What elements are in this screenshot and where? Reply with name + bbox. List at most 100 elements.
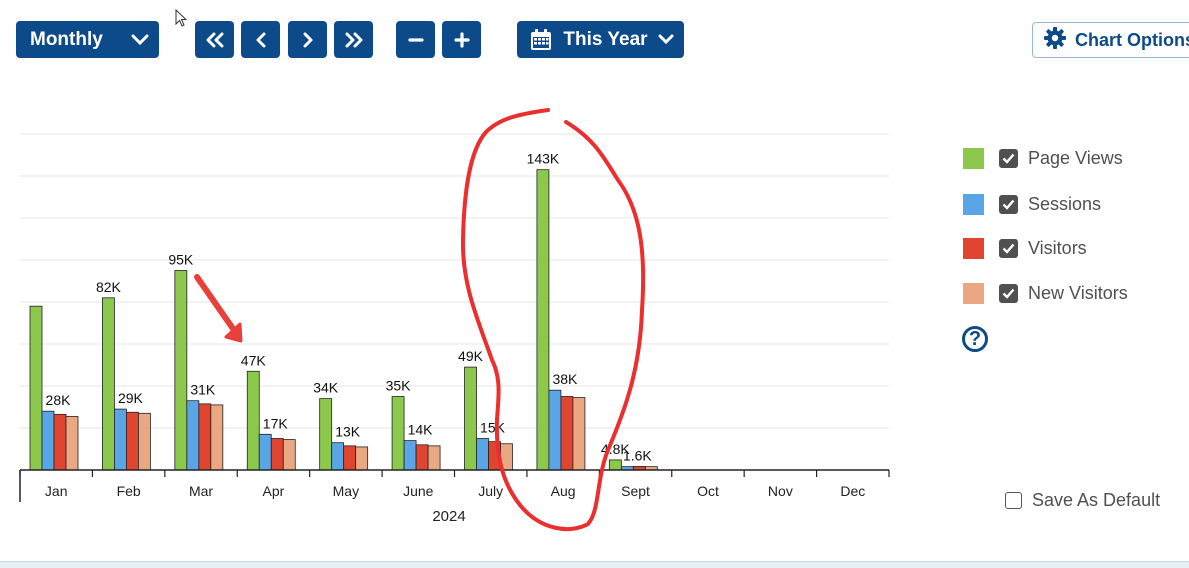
annotation-freehand-circle: [460, 108, 646, 532]
x-axis-title: 2024: [432, 508, 465, 525]
chevron-right-icon: [302, 32, 314, 48]
bar-visitors-jan[interactable]: [53, 413, 67, 471]
bar-sessions-july[interactable]: [476, 438, 489, 471]
annotation-arrow: [194, 274, 243, 343]
bar-new-visitors-jan[interactable]: [65, 416, 79, 471]
checkbox-sessions[interactable]: [999, 194, 1018, 214]
mouse-cursor-icon: [175, 9, 188, 27]
chart-data-labels: 28K 82K 29K 95K 31K 47K 17K 34K 13K 35K 14K 49K 15K 1…: [46, 151, 653, 464]
bar-sessions-jan[interactable]: [41, 410, 55, 471]
legend-label: Page Views: [1028, 147, 1123, 168]
next-button[interactable]: [288, 21, 327, 58]
data-label: 13K: [335, 424, 361, 440]
save-as-default-label: Save As Default: [1032, 490, 1161, 510]
period-label: Monthly: [30, 28, 103, 50]
x-tick-label: Dec: [840, 483, 865, 499]
x-tick-label: Nov: [768, 483, 793, 499]
x-tick-label: Mar: [189, 483, 213, 499]
bottom-panel-edge: [0, 561, 1189, 568]
legend-swatch: [963, 193, 984, 215]
last-page-button[interactable]: [334, 21, 373, 58]
data-label: 35K: [386, 378, 412, 394]
data-label: 143K: [527, 151, 560, 167]
bar-visitors-aug[interactable]: [560, 396, 574, 471]
bar-new-visitors-apr[interactable]: [282, 439, 296, 471]
data-label: 38K: [552, 371, 578, 387]
x-tick-label: Jan: [45, 483, 68, 499]
bar-page-views-aug[interactable]: [536, 169, 550, 471]
help-label: ?: [968, 327, 982, 350]
legend-item-sessions[interactable]: Sessions: [963, 192, 1163, 216]
bar-page-views-apr[interactable]: [246, 370, 260, 471]
bar-page-views-july[interactable]: [464, 366, 477, 471]
chevron-down-icon: [658, 34, 674, 46]
bar-new-visitors-june[interactable]: [427, 445, 441, 471]
data-label: 49K: [458, 348, 484, 364]
bar-page-views-jan[interactable]: [29, 305, 43, 471]
bar-page-views-mar[interactable]: [174, 270, 188, 471]
data-label: 34K: [313, 380, 339, 396]
data-label: 82K: [96, 279, 122, 295]
chart-bars: [29, 169, 658, 471]
bar-sessions-june[interactable]: [403, 440, 417, 471]
save-as-default[interactable]: Save As Default: [1005, 490, 1160, 511]
data-label: 1.6K: [623, 448, 652, 464]
bar-visitors-mar[interactable]: [198, 403, 212, 471]
legend-item-page-views[interactable]: Page Views: [963, 146, 1163, 170]
data-label: 15K: [480, 420, 506, 436]
chart-options-button[interactable]: Chart Options: [1032, 22, 1189, 58]
data-label: 31K: [190, 382, 216, 398]
bar-page-views-june[interactable]: [391, 396, 405, 471]
bar-sessions-apr[interactable]: [258, 433, 272, 471]
gear-icon: [1043, 26, 1067, 55]
legend-item-visitors[interactable]: Visitors: [963, 236, 1163, 260]
legend-label: Visitors: [1028, 237, 1087, 258]
x-tick-label: Aug: [551, 483, 576, 499]
minus-icon: [407, 32, 424, 48]
chart-options-label: Chart Options: [1075, 29, 1189, 50]
checkbox-new-visitors[interactable]: [999, 283, 1018, 303]
chevron-down-icon: [131, 34, 149, 46]
bar-new-visitors-aug[interactable]: [572, 397, 586, 471]
checkbox-visitors[interactable]: [999, 238, 1018, 258]
data-label: 28K: [46, 392, 72, 408]
x-tick-label: Sept: [621, 483, 650, 499]
bar-sessions-may[interactable]: [331, 442, 345, 471]
legend-item-new-visitors[interactable]: New Visitors: [963, 281, 1163, 305]
bar-page-views-may[interactable]: [319, 398, 333, 471]
bar-new-visitors-feb[interactable]: [138, 412, 151, 471]
bar-visitors-may[interactable]: [343, 445, 357, 471]
help-icon[interactable]: ?: [962, 326, 988, 352]
zoom-out-button[interactable]: [396, 21, 435, 58]
legend-swatch: [963, 237, 984, 259]
bar-new-visitors-may[interactable]: [355, 446, 369, 471]
checkbox-page-views[interactable]: [999, 148, 1018, 168]
data-label: 47K: [241, 352, 267, 368]
data-label: 95K: [168, 252, 194, 268]
bar-page-views-sept[interactable]: [608, 459, 622, 471]
bar-sessions-feb[interactable]: [114, 408, 127, 471]
double-chevron-right-icon: [344, 32, 364, 48]
first-page-button[interactable]: [195, 21, 234, 58]
bar-new-visitors-mar[interactable]: [210, 404, 224, 471]
date-range-select[interactable]: This Year: [517, 21, 684, 58]
save-as-default-checkbox[interactable]: [1005, 492, 1022, 509]
legend-label: Sessions: [1028, 193, 1102, 214]
bar-sessions-aug[interactable]: [548, 389, 562, 471]
period-select[interactable]: Monthly: [16, 21, 159, 58]
bar-visitors-feb[interactable]: [126, 411, 139, 471]
bar-page-views-feb[interactable]: [102, 297, 115, 471]
bar-visitors-apr[interactable]: [270, 438, 284, 471]
prev-button[interactable]: [241, 21, 280, 58]
zoom-in-button[interactable]: [442, 21, 481, 58]
legend-label: New Visitors: [1028, 282, 1128, 303]
chevron-left-icon: [255, 32, 267, 48]
bar-sessions-mar[interactable]: [186, 400, 200, 471]
range-label: This Year: [563, 28, 648, 50]
bar-visitors-june[interactable]: [415, 444, 429, 471]
chart-gridlines: [20, 133, 889, 429]
chart-annotations: [194, 108, 646, 532]
x-tick-label: June: [403, 483, 434, 499]
x-tick-label: Apr: [263, 483, 285, 499]
